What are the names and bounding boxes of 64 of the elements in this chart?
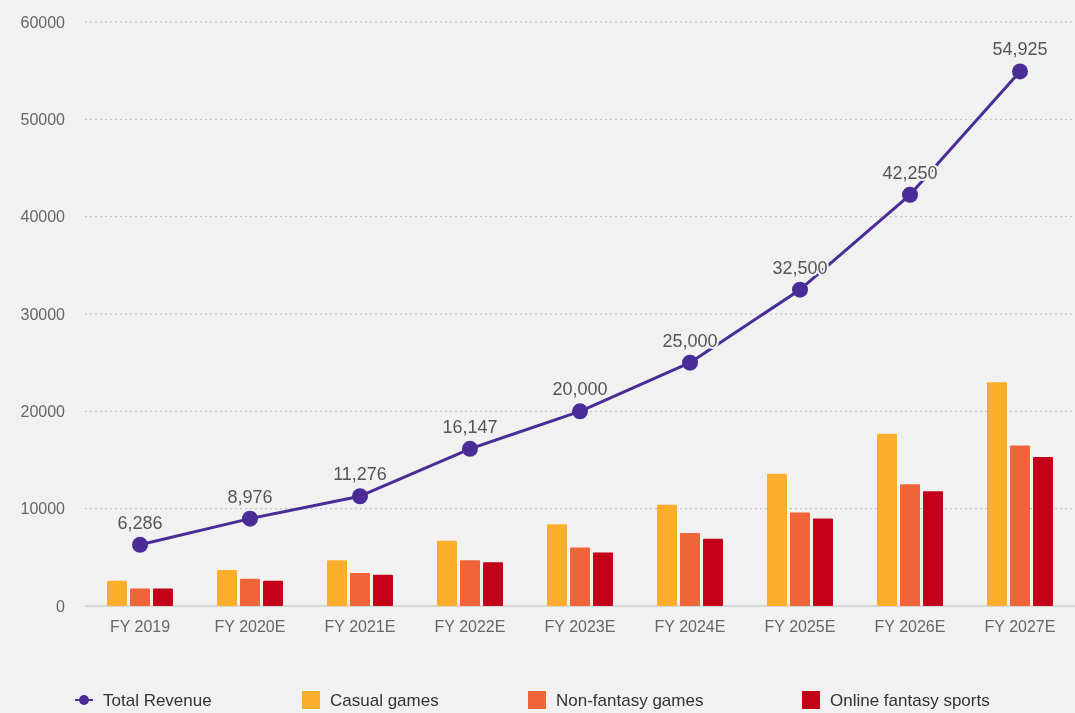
bar [153, 588, 173, 606]
bar [107, 580, 127, 606]
bar [900, 484, 920, 606]
point [572, 403, 588, 420]
y-tick-label: 50000 [20, 110, 66, 128]
bar [327, 560, 347, 606]
point [682, 354, 698, 371]
x-tick-label: FY 2023E [544, 618, 616, 635]
point [132, 536, 148, 553]
point [352, 488, 368, 505]
point [242, 510, 258, 527]
bar [593, 552, 613, 606]
bar [263, 580, 283, 606]
point [462, 440, 478, 457]
legend-label: Total Revenue [103, 690, 212, 710]
bar [813, 518, 833, 606]
y-tick-label: 60000 [20, 13, 66, 31]
bar [547, 524, 567, 606]
y-tick-label: 30000 [20, 305, 66, 323]
y-tick-label: 10000 [20, 500, 66, 518]
bar [657, 504, 677, 606]
bar [1033, 457, 1053, 606]
bar [460, 560, 480, 606]
x-tick-label: FY 2025E [764, 618, 836, 635]
bar [240, 578, 260, 606]
data-label: 32,500 [772, 257, 828, 278]
bar [923, 491, 943, 606]
bar [1010, 445, 1030, 606]
bar [483, 562, 503, 606]
bar [217, 569, 237, 606]
x-tick-label: FY 2022E [434, 618, 506, 635]
x-tick-label: FY 2027E [984, 618, 1056, 635]
bar [703, 538, 723, 606]
y-tick-label: 20000 [20, 402, 66, 420]
bar [437, 540, 457, 606]
bar [767, 473, 787, 606]
x-tick-label: FY 2024E [654, 618, 726, 635]
x-tick-label: FY 2026E [874, 618, 946, 635]
bar [877, 433, 897, 606]
data-label: 8,976 [227, 486, 273, 507]
x-tick-label: FY 2021E [324, 618, 396, 635]
data-label: 25,000 [662, 330, 718, 351]
data-label: 6,286 [117, 512, 163, 533]
data-label: 20,000 [552, 379, 608, 400]
data-label: 54,925 [992, 39, 1048, 60]
x-tick-label: FY 2019 [109, 618, 171, 635]
bar [130, 588, 150, 606]
bar [987, 382, 1007, 606]
data-label: 11,276 [333, 464, 387, 485]
bar [680, 533, 700, 606]
point [792, 281, 808, 298]
bar [373, 574, 393, 606]
point [902, 186, 918, 203]
point [1012, 63, 1028, 80]
bar [570, 547, 590, 606]
y-tick-label: 40000 [20, 208, 66, 226]
x-tick-label: FY 2020E [214, 618, 286, 635]
bar [350, 572, 370, 606]
data-label: 16,147 [442, 416, 498, 437]
y-tick-label: 0 [56, 597, 66, 615]
bar [790, 512, 810, 606]
legend-label: Casual games [330, 690, 439, 710]
legend-label: Non-fantasy games [556, 690, 704, 710]
legend-label: Online fantasy sports [830, 690, 990, 710]
